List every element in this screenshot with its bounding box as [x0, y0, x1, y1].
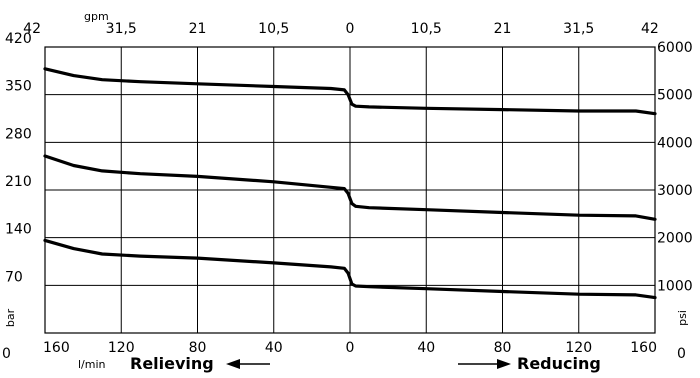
x-top-tick-label: 0	[346, 21, 355, 37]
x-top-tick-label: 21	[189, 21, 207, 37]
y-left-tick-label: 280	[5, 126, 32, 142]
curves	[43, 67, 657, 300]
tick-labels: 160 120 80 40 0 40 80 120 160 42 31,5 21 10,5 0 10,5 21…	[2, 21, 693, 362]
y-right-tick-label: 2000	[657, 231, 693, 247]
x-bottom-tick-label: 40	[265, 340, 283, 356]
x-top-tick-label: 42	[641, 21, 659, 37]
y-left-tick-label: 70	[5, 269, 23, 285]
reducing-arrow	[458, 359, 511, 369]
x-bottom-tick-label: 80	[494, 340, 512, 356]
grid	[45, 47, 655, 333]
x-bottom-tick-label: 40	[417, 340, 435, 356]
x-bottom-tick-label: 80	[189, 340, 207, 356]
x-bottom-tick-label: 0	[346, 340, 355, 356]
x-top-tick-label: 31,5	[563, 21, 594, 37]
x-bottom-tick-label: 160	[43, 340, 70, 356]
relieving-arrow	[226, 359, 270, 369]
right-axis-unit-label: psi	[676, 310, 689, 326]
y-left-tick-label: 420	[5, 31, 32, 47]
y-left-tick-label: 0	[2, 346, 11, 362]
x-top-tick-label: 10,5	[411, 21, 442, 37]
y-right-tick-label: 5000	[657, 88, 693, 104]
x-top-tick-label: 31,5	[106, 21, 137, 37]
series-line-2	[43, 154, 657, 221]
reducing-label: Reducing	[517, 354, 601, 373]
series-line-1	[43, 67, 657, 116]
plot-frame	[44, 46, 656, 334]
x-top-tick-label: 10,5	[258, 21, 289, 37]
bottom-axis-unit-label: l/min	[78, 358, 106, 371]
series-line-3	[43, 238, 657, 300]
relieving-label: Relieving	[130, 354, 214, 373]
x-bottom-tick-label: 160	[630, 340, 657, 356]
y-right-tick-label: 1000	[657, 278, 693, 294]
y-left-tick-label: 350	[5, 79, 32, 95]
x-top-tick-label: 21	[494, 21, 512, 37]
x-bottom-tick-label: 120	[108, 340, 135, 356]
top-axis-unit-label: gpm	[84, 10, 109, 23]
y-right-tick-label: 0	[677, 346, 686, 362]
y-left-tick-label: 210	[5, 174, 32, 190]
y-right-tick-label: 4000	[657, 135, 693, 151]
x-bottom-tick-label: 120	[565, 340, 592, 356]
x-top-tick-label: 42	[23, 21, 41, 37]
y-left-tick-label: 140	[5, 222, 32, 238]
y-right-tick-label: 6000	[657, 40, 693, 56]
y-right-tick-label: 3000	[657, 183, 693, 199]
left-axis-unit-label: bar	[4, 308, 17, 327]
